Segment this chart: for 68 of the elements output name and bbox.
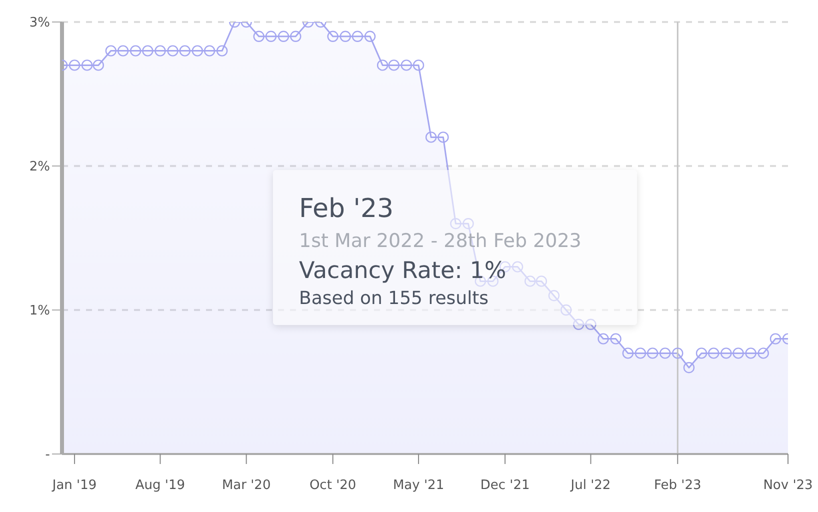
point — [585, 318, 596, 330]
annotation: Vacancy Rate: 1% — [299, 258, 508, 284]
point — [524, 276, 536, 287]
point — [154, 45, 166, 56]
x-tick-label: Mar '20 — [222, 478, 271, 494]
point — [376, 60, 388, 71]
y-tick-label: 1% — [29, 304, 50, 319]
point — [732, 348, 744, 359]
point — [708, 348, 720, 359]
point — [204, 45, 216, 56]
point — [253, 30, 264, 42]
point — [388, 60, 400, 71]
point — [81, 60, 93, 71]
point — [770, 333, 782, 344]
x-tick-label: May '21 — [392, 478, 444, 494]
x-tick-label: Aug '19 — [135, 478, 186, 494]
point — [536, 276, 548, 287]
point — [278, 30, 290, 42]
point — [327, 30, 338, 42]
point — [745, 348, 756, 359]
point — [683, 362, 695, 374]
point — [512, 261, 524, 272]
point — [672, 348, 684, 359]
annotation: Feb '23 — [299, 194, 395, 224]
x-tick-label: Oct '20 — [309, 478, 356, 494]
point — [696, 348, 708, 359]
point — [610, 333, 622, 344]
y-tick-label: 3% — [29, 16, 50, 31]
annotation: 1st Mar 2022 - 28th Feb 2023 — [299, 230, 582, 252]
x-tick-label: Jan '19 — [51, 478, 97, 494]
point — [438, 132, 449, 143]
point — [352, 30, 364, 42]
point — [622, 348, 634, 359]
point — [364, 30, 376, 42]
point — [598, 333, 609, 344]
point — [660, 348, 671, 359]
x-tick-label: Jul '22 — [570, 478, 611, 494]
point — [412, 60, 424, 71]
point — [130, 45, 142, 56]
annotation: Based on 155 results — [299, 288, 490, 309]
point — [560, 304, 572, 316]
point — [720, 348, 732, 359]
point — [105, 45, 117, 56]
point — [462, 218, 474, 230]
point — [646, 348, 658, 359]
point — [573, 318, 584, 330]
point — [450, 218, 462, 230]
y-tick-label: - — [45, 448, 50, 463]
point — [142, 45, 154, 56]
point — [758, 348, 769, 359]
point — [179, 45, 190, 56]
x-tick-label: Feb '23 — [654, 478, 702, 494]
y-tick-label: 2% — [29, 160, 50, 175]
x-tick-label: Nov '23 — [763, 478, 813, 494]
point — [548, 290, 560, 302]
point — [290, 30, 302, 42]
point — [192, 45, 204, 56]
point — [340, 30, 351, 42]
point — [265, 30, 277, 42]
x-tick-label: Dec '21 — [480, 478, 530, 494]
point — [92, 60, 104, 71]
point — [68, 60, 80, 71]
point — [400, 60, 412, 71]
point — [117, 45, 129, 56]
point — [167, 45, 178, 56]
point — [216, 45, 228, 56]
point — [425, 132, 437, 143]
point — [634, 348, 646, 359]
